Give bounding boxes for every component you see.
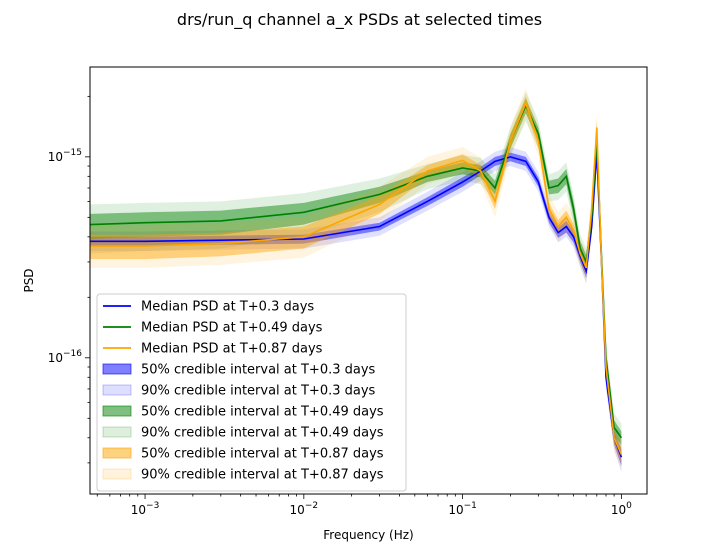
legend-swatch-patch	[102, 405, 132, 417]
legend-label: 50% credible interval at T+0.87 days	[141, 447, 384, 462]
legend-label: 90% credible interval at T+0.87 days	[141, 468, 384, 483]
legend-swatch-patch	[102, 468, 132, 480]
median-line-series-2	[90, 100, 623, 455]
x-tick-label: 10−2	[290, 501, 319, 517]
legend-label: Median PSD at T+0.49 days	[141, 321, 323, 336]
x-tick-label: 10−3	[131, 501, 160, 517]
legend-label: 50% credible interval at T+0.49 days	[141, 405, 384, 420]
y-axis-label: PSD	[22, 268, 36, 292]
ci90-band-series-1	[90, 92, 622, 452]
legend-swatch-patch	[102, 447, 132, 459]
y-tick-label: 10−15	[48, 148, 82, 164]
y-axis-ticks: 10−16 10−15	[48, 95, 90, 464]
x-tick-label: 10−1	[448, 501, 477, 517]
x-axis-label: Frequency (Hz)	[323, 528, 414, 542]
legend-label: Median PSD at T+0.3 days	[141, 300, 314, 315]
ci50-band-series-1	[90, 98, 622, 445]
legend: Median PSD at T+0.3 days Median PSD at T+…	[96, 293, 407, 492]
y-tick-label: 10−16	[48, 349, 83, 365]
legend-label: 90% credible interval at T+0.49 days	[141, 426, 384, 441]
legend-swatch-patch	[102, 384, 132, 396]
x-tick-label: 100	[611, 501, 632, 517]
ci90-band-series-2	[90, 88, 622, 469]
legend-swatch-patch	[102, 363, 132, 375]
legend-box	[96, 293, 407, 492]
x-axis-ticks: 10−3 10−2 10−1 100	[96, 494, 632, 517]
legend-label: Median PSD at T+0.87 days	[141, 342, 323, 357]
legend-label: 90% credible interval at T+0.3 days	[141, 384, 376, 399]
legend-swatch-patch	[102, 426, 132, 438]
chart-title: drs/run_q channel a_x PSDs at selected t…	[177, 10, 542, 30]
plot-area-frame	[89, 66, 648, 495]
median-lines	[89, 100, 623, 458]
legend-label: 50% credible interval at T+0.3 days	[141, 363, 376, 378]
